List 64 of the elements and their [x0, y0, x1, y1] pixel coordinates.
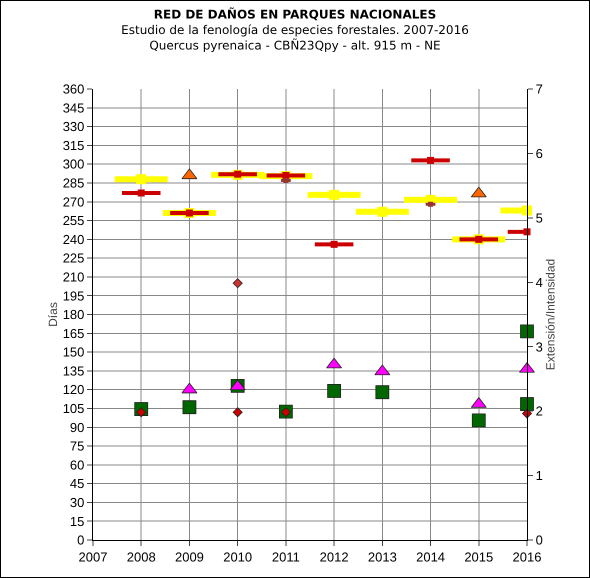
y-tick-label: 330	[62, 119, 84, 134]
point	[472, 413, 486, 428]
y-tick-label: 240	[62, 232, 84, 247]
y-tick-label: 255	[62, 213, 84, 228]
y2-tick-label: 7	[536, 82, 543, 97]
y-tick-label: 210	[62, 269, 84, 284]
point	[232, 407, 243, 418]
y2-tick-label: 6	[536, 146, 543, 161]
y2-tick-label: 2	[536, 404, 543, 419]
point	[283, 178, 288, 183]
chart-title: RED DE DAÑOS EN PARQUES NACIONALES	[154, 6, 436, 22]
x-tick-label: 2007	[78, 550, 108, 565]
x-tick-label: 2012	[320, 550, 349, 565]
x-tick-label: 2014	[416, 550, 446, 565]
y-tick-label: 300	[62, 156, 84, 172]
y-tick-label: 180	[62, 307, 84, 322]
y-tick-label: 150	[62, 344, 84, 360]
x-tick-label: 2008	[126, 550, 156, 565]
y-tick-label: 195	[62, 288, 84, 304]
chart-subtitle: Estudio de la fenología de especies forestales. 2007-2016 Quercus pyrenaica - CBÑ23Qpy - alt. 915 m - NE	[121, 22, 469, 52]
x-tick-label: 2011	[272, 550, 300, 565]
x-tick-label: 2009	[174, 550, 204, 565]
y-tick-label: 225	[62, 250, 84, 266]
point	[375, 385, 390, 400]
point	[520, 397, 534, 411]
point	[520, 324, 534, 338]
y-tick-label: 165	[62, 326, 84, 341]
y-tick-label: 315	[62, 138, 84, 153]
y-tick-label: 270	[62, 194, 84, 210]
y-tick-label: 90	[70, 420, 84, 435]
point	[136, 174, 146, 184]
point	[329, 190, 340, 200]
y2-tick-label: 3	[536, 339, 543, 354]
point	[182, 400, 196, 414]
y-tick-label: 120	[62, 382, 84, 398]
y2-tick-label: 0	[536, 532, 543, 548]
point	[232, 278, 243, 288]
y-tick-label: 15	[70, 514, 84, 529]
point	[330, 240, 338, 248]
point	[377, 206, 388, 217]
point	[327, 384, 342, 398]
point	[427, 156, 434, 164]
y-tick-label: 45	[70, 476, 84, 492]
y-tick-label: 105	[62, 401, 84, 416]
x-tick-label: 2013	[368, 550, 397, 565]
x-tick-label: 2016	[512, 550, 542, 565]
x-tick-label: 2010	[223, 550, 252, 565]
point	[522, 206, 532, 216]
point	[428, 202, 434, 207]
y2-tick-label: 4	[536, 274, 543, 290]
y-tick-label: 0	[77, 532, 84, 548]
y-axis-title: Días	[46, 302, 60, 327]
y2-tick-label: 5	[536, 210, 543, 226]
y-tick-label: 135	[62, 363, 84, 378]
y-tick-label: 345	[62, 100, 84, 116]
y-tick-label: 30	[70, 494, 84, 510]
y2-tick-label: 1	[536, 468, 543, 484]
y-tick-label: 75	[70, 438, 84, 454]
y-tick-label: 285	[62, 176, 84, 191]
x-tick-label: 2015	[464, 550, 494, 565]
y-tick-label: 60	[70, 457, 84, 472]
point	[138, 189, 145, 196]
y2-axis-title: Extensión/Intensidad	[544, 258, 558, 370]
y-tick-label: 360	[62, 82, 84, 97]
